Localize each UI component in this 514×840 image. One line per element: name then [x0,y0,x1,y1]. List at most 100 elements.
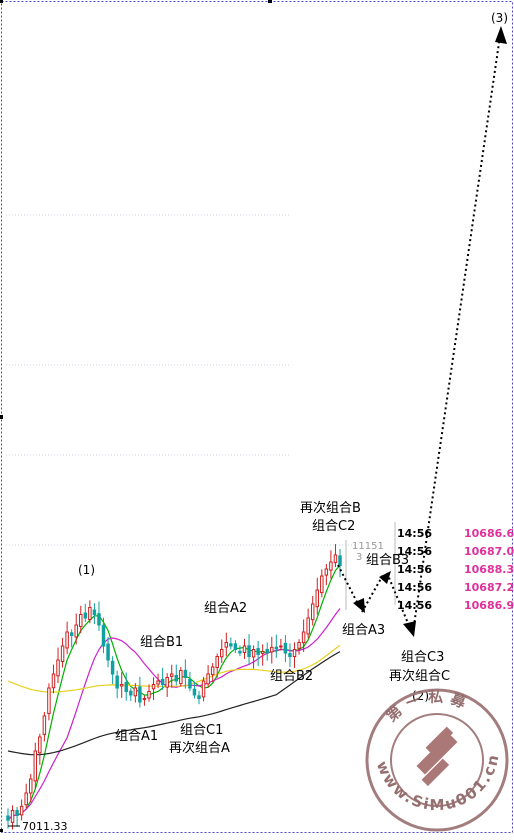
candle-body [256,648,260,655]
candle-body [224,642,229,648]
arrow-head-wave3 [495,26,507,44]
quote-price: 10686.9 [464,599,514,612]
candle-body [279,645,283,648]
candle-body [242,645,247,653]
candle [206,665,210,688]
candle-body [315,589,319,608]
annotation-again-a: 再次组合A [169,740,230,756]
quote-time: 14:56 [397,599,432,612]
candle-body [233,643,238,650]
frame-tick-bottom [0,829,3,832]
candle [138,676,142,708]
candle [10,805,15,830]
candle-body [288,653,292,658]
candle-body [247,645,251,657]
candle-body [197,695,201,699]
annotation-c3: 组合C3 [401,650,444,665]
candle [320,569,324,598]
candle-body [310,603,315,621]
candle [147,684,151,702]
candle [74,613,78,645]
candle [183,659,188,689]
candle-body [24,792,28,806]
candle [169,664,174,688]
candle-body [79,614,83,627]
frame-tick-topright [268,0,272,3]
candle-body [320,575,324,594]
candle-body [151,684,156,690]
candle [19,799,24,821]
candle [229,637,233,650]
grid-lines [6,214,355,546]
candle [242,638,247,659]
candle [329,550,333,579]
candle [29,773,33,803]
candle-body [324,568,329,576]
candle [60,637,65,668]
candle-body [110,660,115,675]
wave-1-label: (1) [78,563,95,577]
candle [119,672,124,698]
candle-body [165,677,169,688]
candle-body [210,666,215,676]
candle [220,639,224,663]
candle-body [56,659,60,677]
candle-body [156,680,160,685]
candle [110,656,115,685]
annotation-b1: 组合B1 [140,635,183,650]
candle [179,666,183,687]
quote-price: 10686.6 [464,527,514,540]
candlesticks [6,544,342,830]
candle-body [65,631,69,649]
candle-body [6,815,10,821]
candle [310,596,315,626]
candle-body [138,686,142,703]
annotation-a1: 组合A1 [115,729,158,744]
quote-price: 10687.2 [464,581,514,594]
candle [92,603,97,624]
candle [165,673,169,697]
candle-body [183,669,188,679]
stamp-outer-ring [365,688,509,832]
candle-body [238,650,242,654]
annotation-a3: 组合A3 [342,623,385,638]
moving-average-lines [7,565,341,821]
quote-price: 10687.0 [464,545,514,558]
candle-body [51,673,56,689]
candle [42,712,47,742]
price-ref-label-small: 3 [356,552,362,563]
candle-body [229,643,233,647]
candle [101,617,106,654]
candle-body [270,646,274,653]
candle-body [133,687,138,697]
candle [6,808,10,829]
candle-body [33,750,38,782]
candle-body [74,624,78,638]
arrow-head-c3 [403,621,416,637]
candle-body [338,555,342,567]
candle [65,621,69,655]
candle-body [69,632,74,636]
candle [270,636,274,664]
candle-body [19,805,24,816]
candle-body [192,688,197,696]
candle [142,695,147,706]
candle-body [106,643,110,661]
moving-average-line [7,651,341,756]
quote-time: 14:56 [397,545,432,558]
candle [338,548,342,578]
candle [333,544,338,568]
candle [97,601,101,631]
frame-tick-top [0,0,3,3]
stamp-inner-ring [390,713,484,807]
candle-body [283,642,288,654]
candle [124,672,128,701]
annotation-a2: 组合A2 [204,601,247,616]
arrow-head-a3 [353,598,365,613]
candle [156,673,160,689]
candle [201,676,206,702]
candle-body [297,642,301,649]
candle-body [124,681,128,693]
candle-body [101,624,106,647]
